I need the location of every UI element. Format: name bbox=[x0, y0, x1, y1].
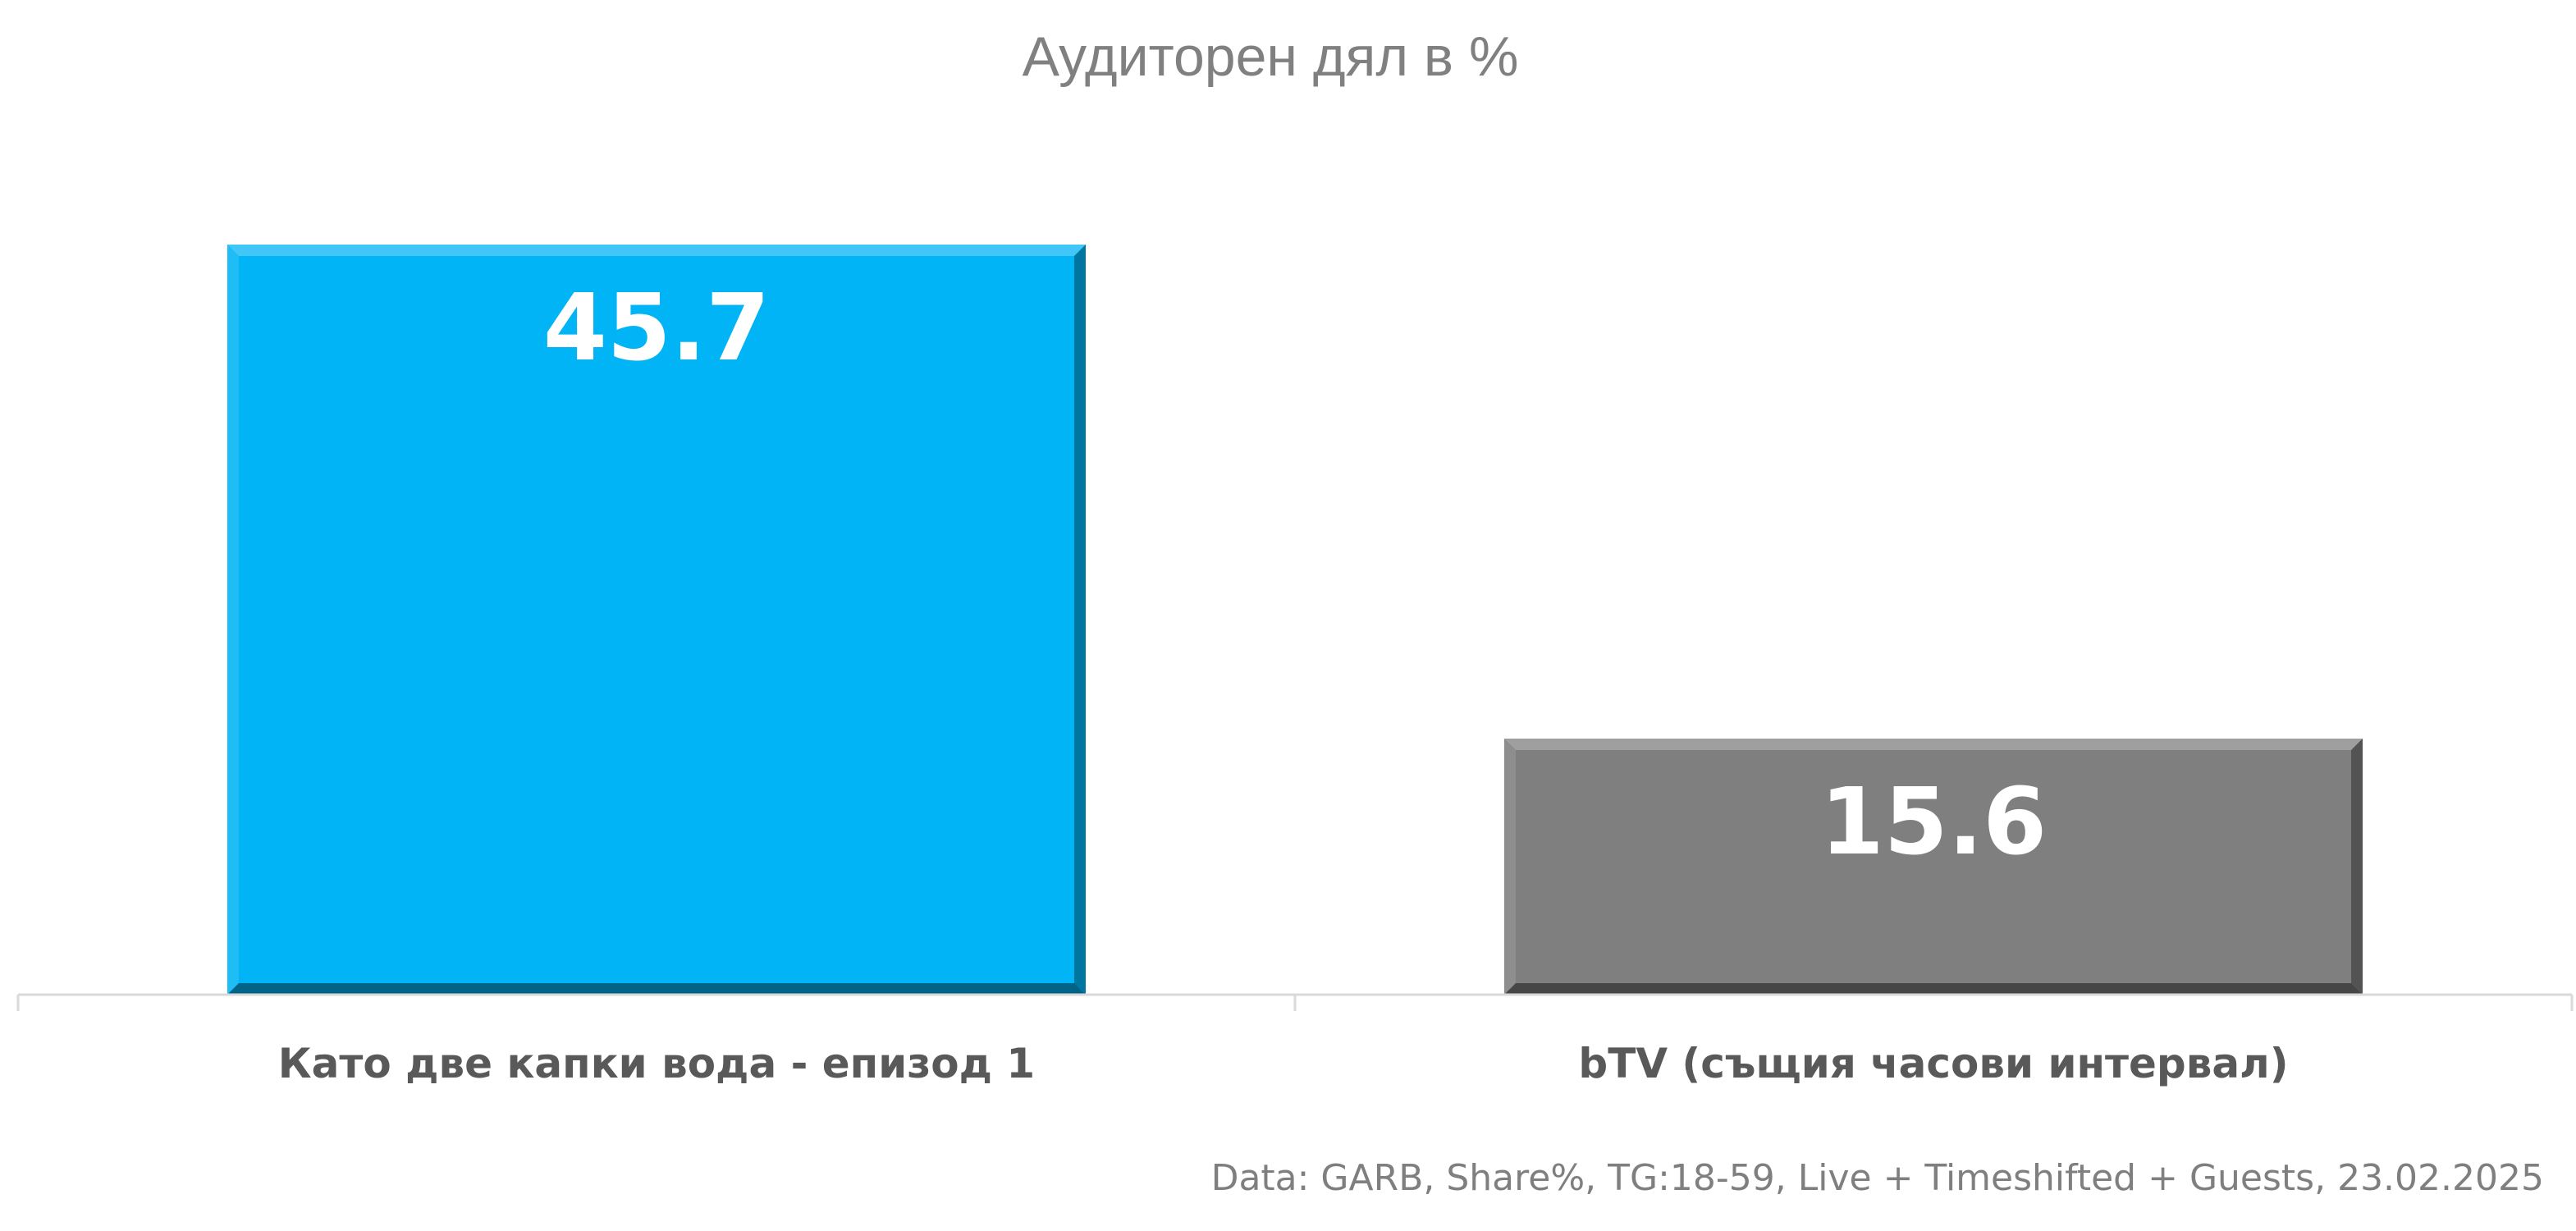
bar-body bbox=[227, 245, 1086, 995]
bar-bevel-right bbox=[2351, 739, 2363, 995]
bars-layer: 45.7 15.6 bbox=[227, 245, 2363, 995]
data-label: 15.6 bbox=[1820, 769, 2047, 876]
bar-1: 45.7 bbox=[227, 245, 1086, 995]
bar-bevel-left bbox=[1504, 739, 1516, 995]
bar-bevel-top bbox=[227, 245, 1086, 256]
bar-bevel-bottom bbox=[1504, 983, 2363, 995]
bar-bevel-top bbox=[1504, 739, 2363, 750]
source-note: Data: GARB, Share%, TG:18-59, Live + Tim… bbox=[1211, 1157, 2544, 1199]
data-label: 45.7 bbox=[543, 275, 770, 382]
bar-2: 15.6 bbox=[1504, 739, 2363, 995]
category-label: Като две капки вода - епизод 1 bbox=[278, 1040, 1035, 1087]
bar-body bbox=[1504, 739, 2363, 995]
x-axis bbox=[16, 993, 2574, 1011]
category-label: bTV (същия часови интервал) bbox=[1578, 1040, 2288, 1087]
bar-bevel-left bbox=[227, 245, 239, 995]
bar-bevel-bottom bbox=[227, 983, 1086, 995]
bar-bevel-right bbox=[1074, 245, 1086, 995]
chart-title: Аудиторен дял в % bbox=[1023, 25, 1519, 88]
category-labels: Като две капки вода - епизод 1 bTV (същия… bbox=[278, 1040, 2289, 1087]
